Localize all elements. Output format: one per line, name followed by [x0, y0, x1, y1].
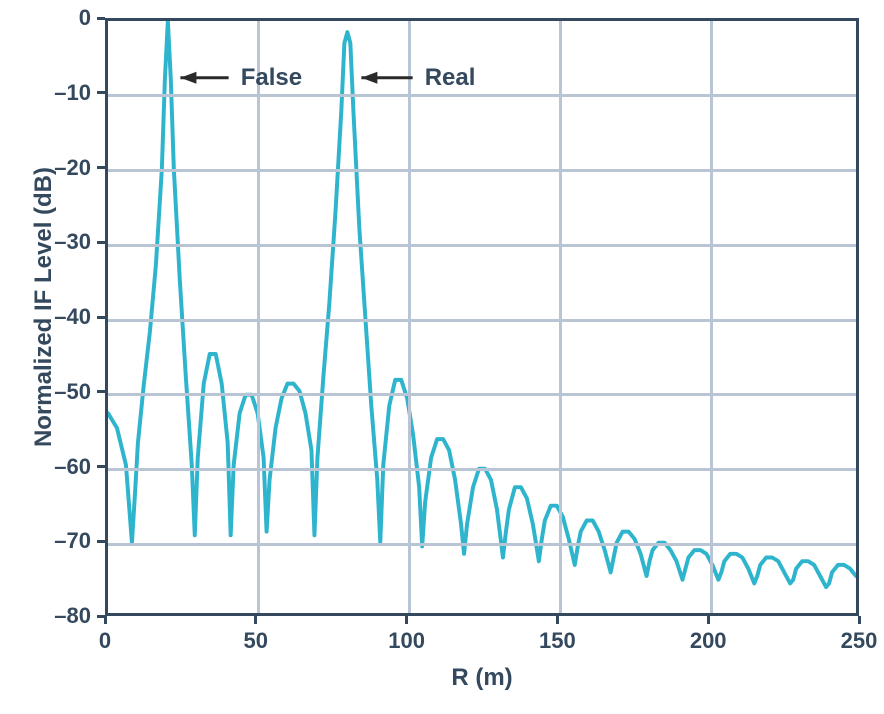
- y-tick-label: –70: [54, 528, 91, 554]
- x-tick-label: 100: [377, 628, 437, 654]
- tick-mark: [97, 166, 105, 169]
- tick-mark: [97, 465, 105, 468]
- x-tick-label: 200: [678, 628, 738, 654]
- tick-mark: [97, 241, 105, 244]
- y-tick-label: 0: [79, 5, 91, 31]
- real-label: Real: [425, 64, 476, 92]
- x-tick-label: 50: [226, 628, 286, 654]
- chart-figure: Normalized IF Level (dB) R (m) 050100150…: [0, 0, 884, 714]
- tick-mark: [97, 91, 105, 94]
- y-tick-label: –60: [54, 454, 91, 480]
- tick-mark: [97, 17, 105, 20]
- y-tick-label: –30: [54, 229, 91, 255]
- y-tick-label: –50: [54, 379, 91, 405]
- tick-mark: [858, 616, 861, 624]
- real-arrow: [105, 18, 859, 616]
- x-axis-label: R (m): [105, 664, 859, 692]
- tick-mark: [97, 540, 105, 543]
- y-tick-label: –40: [54, 304, 91, 330]
- x-tick-label: 0: [75, 628, 135, 654]
- tick-mark: [97, 316, 105, 319]
- x-tick-label: 250: [829, 628, 884, 654]
- tick-mark: [556, 616, 559, 624]
- tick-mark: [97, 615, 105, 618]
- y-tick-label: –80: [54, 603, 91, 629]
- tick-mark: [254, 616, 257, 624]
- y-tick-label: –20: [54, 155, 91, 181]
- tick-mark: [405, 616, 408, 624]
- x-tick-label: 150: [527, 628, 587, 654]
- tick-mark: [707, 616, 710, 624]
- tick-mark: [97, 390, 105, 393]
- y-tick-label: –10: [54, 80, 91, 106]
